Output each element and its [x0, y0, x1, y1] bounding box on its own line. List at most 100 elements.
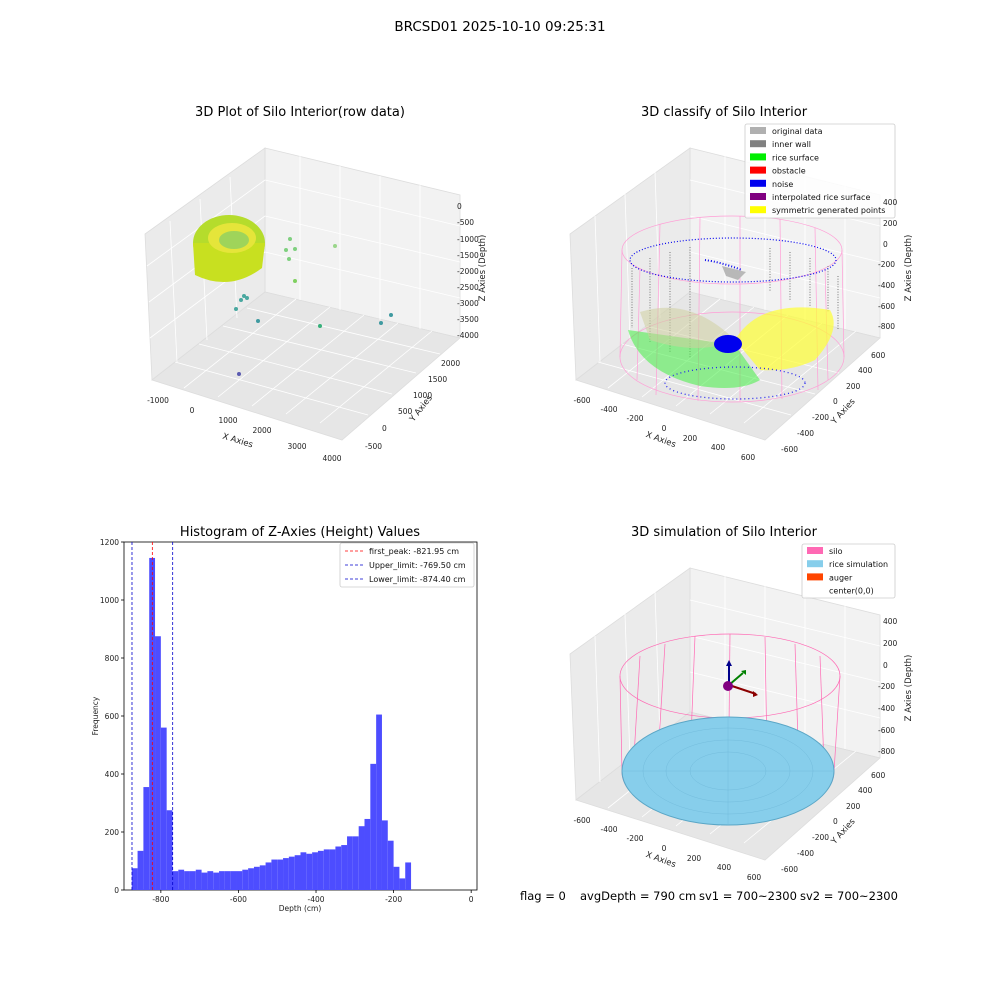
histogram-x-tick-label: -400: [308, 895, 325, 904]
sim-z-tick: -800: [878, 747, 895, 756]
raw-rim-side: [193, 243, 265, 283]
histogram-x-tick-label: -800: [152, 895, 169, 904]
classify-legend-swatch: [750, 206, 766, 214]
classify-x-tick: -400: [600, 405, 617, 414]
sim-x-tick: 0: [662, 844, 667, 853]
classify-z-label: Z Axies (Depth): [904, 235, 914, 302]
raw-point: [293, 279, 297, 283]
footer-sv2: sv2 = 700~2300: [800, 889, 898, 903]
auger-z-head: [726, 660, 732, 666]
histogram-y-tick-label: 600: [105, 712, 120, 721]
classify-legend-label: obstacle: [772, 167, 806, 176]
histogram-plot-area: [123, 541, 478, 891]
sim-z-ticks: -800 -600 -400 -200 0 200 400: [878, 617, 898, 756]
classify-z-ticks: -800 -600 -400 -200 0 200 400: [878, 198, 898, 331]
sim-x-tick: -200: [626, 834, 643, 843]
panel-raw-3d: 3D Plot of Silo Interior(row data): [144, 105, 488, 463]
raw-y-tick: 1500: [428, 375, 447, 384]
classify-legend-frame: [744, 123, 896, 219]
histogram-x-label: Depth (cm): [279, 904, 322, 913]
histogram-bar: [288, 856, 295, 890]
raw-z-tick: -3000: [457, 299, 479, 308]
classify-y-tick: -200: [812, 413, 829, 422]
classify-x-tick: -200: [626, 414, 643, 423]
classify-x-tick: -600: [573, 396, 590, 405]
panel-classify-3d: 3D classify of Silo Interior: [569, 105, 914, 462]
classify-legend-label: original data: [772, 127, 823, 136]
raw-point: [237, 372, 241, 376]
raw-point: [389, 313, 393, 317]
histogram-bar: [405, 862, 412, 890]
histogram-bar: [335, 846, 342, 890]
classify-legend-swatch: [750, 127, 766, 134]
raw-x-tick: 4000: [322, 454, 341, 463]
status-footer: flag = 0 avgDepth = 790 cm sv1 = 700~230…: [520, 889, 898, 903]
histogram-bar: [347, 836, 353, 890]
histogram-legend: first_peak: -821.95 cm Upper_limit: -769.…: [339, 542, 475, 588]
histogram-bar: [312, 852, 318, 890]
sim-z-tick: 200: [883, 639, 898, 648]
histogram-y-label: Frequency: [91, 696, 100, 735]
histogram-bar: [306, 853, 313, 890]
classify-legend-swatch: [750, 140, 766, 148]
histogram-bar: [137, 850, 144, 890]
raw-z-tick: -2500: [457, 283, 479, 292]
sim-legend-label: silo: [829, 547, 843, 556]
panel-classify-title: 3D classify of Silo Interior: [641, 105, 808, 120]
raw-y-tick: 2000: [441, 359, 460, 368]
raw-point: [234, 307, 238, 311]
histogram-x-tick-label: 0: [469, 895, 474, 904]
sim-x-label: X Axies: [644, 850, 677, 870]
raw-z-ticks: 0 -500 -1000 -1500 -2000 -2500 -3000 -35…: [457, 202, 479, 340]
sim-legend-frame: [801, 543, 896, 599]
classify-y-tick: 200: [846, 382, 861, 391]
raw-grid: [146, 156, 461, 424]
histogram-bar: [207, 871, 214, 890]
raw-z-tick: -1000: [457, 235, 479, 244]
raw-y-tick: 0: [382, 424, 387, 433]
histogram-bar: [376, 714, 382, 890]
auger-x-head: [753, 691, 758, 697]
raw-point: [242, 294, 246, 298]
histogram-ref-lines: [131, 542, 174, 890]
raw-z-tick: -2000: [457, 267, 479, 276]
raw-point: [379, 321, 383, 325]
histogram-y-ticks: 0 200 400 600 800 1000 1200: [100, 538, 124, 895]
panel-simulation-3d: 3D simulation of Silo Interior: [569, 525, 914, 882]
sim-z-tick: 0: [883, 661, 888, 670]
histogram-bar: [213, 872, 220, 890]
histogram-legend-items: first_peak: -821.95 cm Upper_limit: -769.…: [345, 547, 466, 584]
panel-sim-title: 3D simulation of Silo Interior: [631, 525, 818, 540]
sim-legend-swatch: [807, 547, 823, 554]
sim-legend-swatch: [807, 560, 823, 568]
raw-point: [333, 244, 337, 248]
raw-scatter: [193, 215, 393, 376]
raw-y-tick: 1000: [413, 391, 432, 400]
classify-z-tick: 200: [883, 219, 898, 228]
raw-y-ticks: -500 0 500 1000 1500 2000: [365, 359, 460, 451]
histogram-bar: [277, 859, 284, 890]
histogram-bar: [358, 826, 365, 890]
auger-y-head: [741, 670, 746, 675]
sim-y-tick: 200: [846, 802, 861, 811]
sim-y-tick: 400: [858, 786, 873, 795]
classify-y-tick: -400: [797, 429, 814, 438]
sim-y-ticks: -600 -400 -200 0 200 400 600: [781, 771, 886, 874]
sim-x-tick: -400: [600, 825, 617, 834]
classify-legend-swatch: [750, 179, 766, 187]
classify-y-tick: 400: [858, 366, 873, 375]
histogram-y-tick-label: 400: [105, 770, 120, 779]
raw-x-tick: 3000: [287, 442, 306, 451]
classify-obstacle-patch: [722, 266, 746, 280]
histogram-y-tick-label: 1000: [100, 596, 119, 605]
raw-x-tick: 2000: [252, 426, 271, 435]
histogram-legend-frame: [339, 542, 475, 588]
histogram-bar: [265, 862, 272, 890]
histogram-bar: [317, 850, 324, 890]
raw-z-label: Z Axies (Depth): [478, 235, 488, 302]
auger-x-arrow: [728, 684, 757, 695]
histogram-bar: [283, 858, 289, 890]
raw-point: [284, 248, 288, 252]
raw-point: [318, 324, 322, 328]
